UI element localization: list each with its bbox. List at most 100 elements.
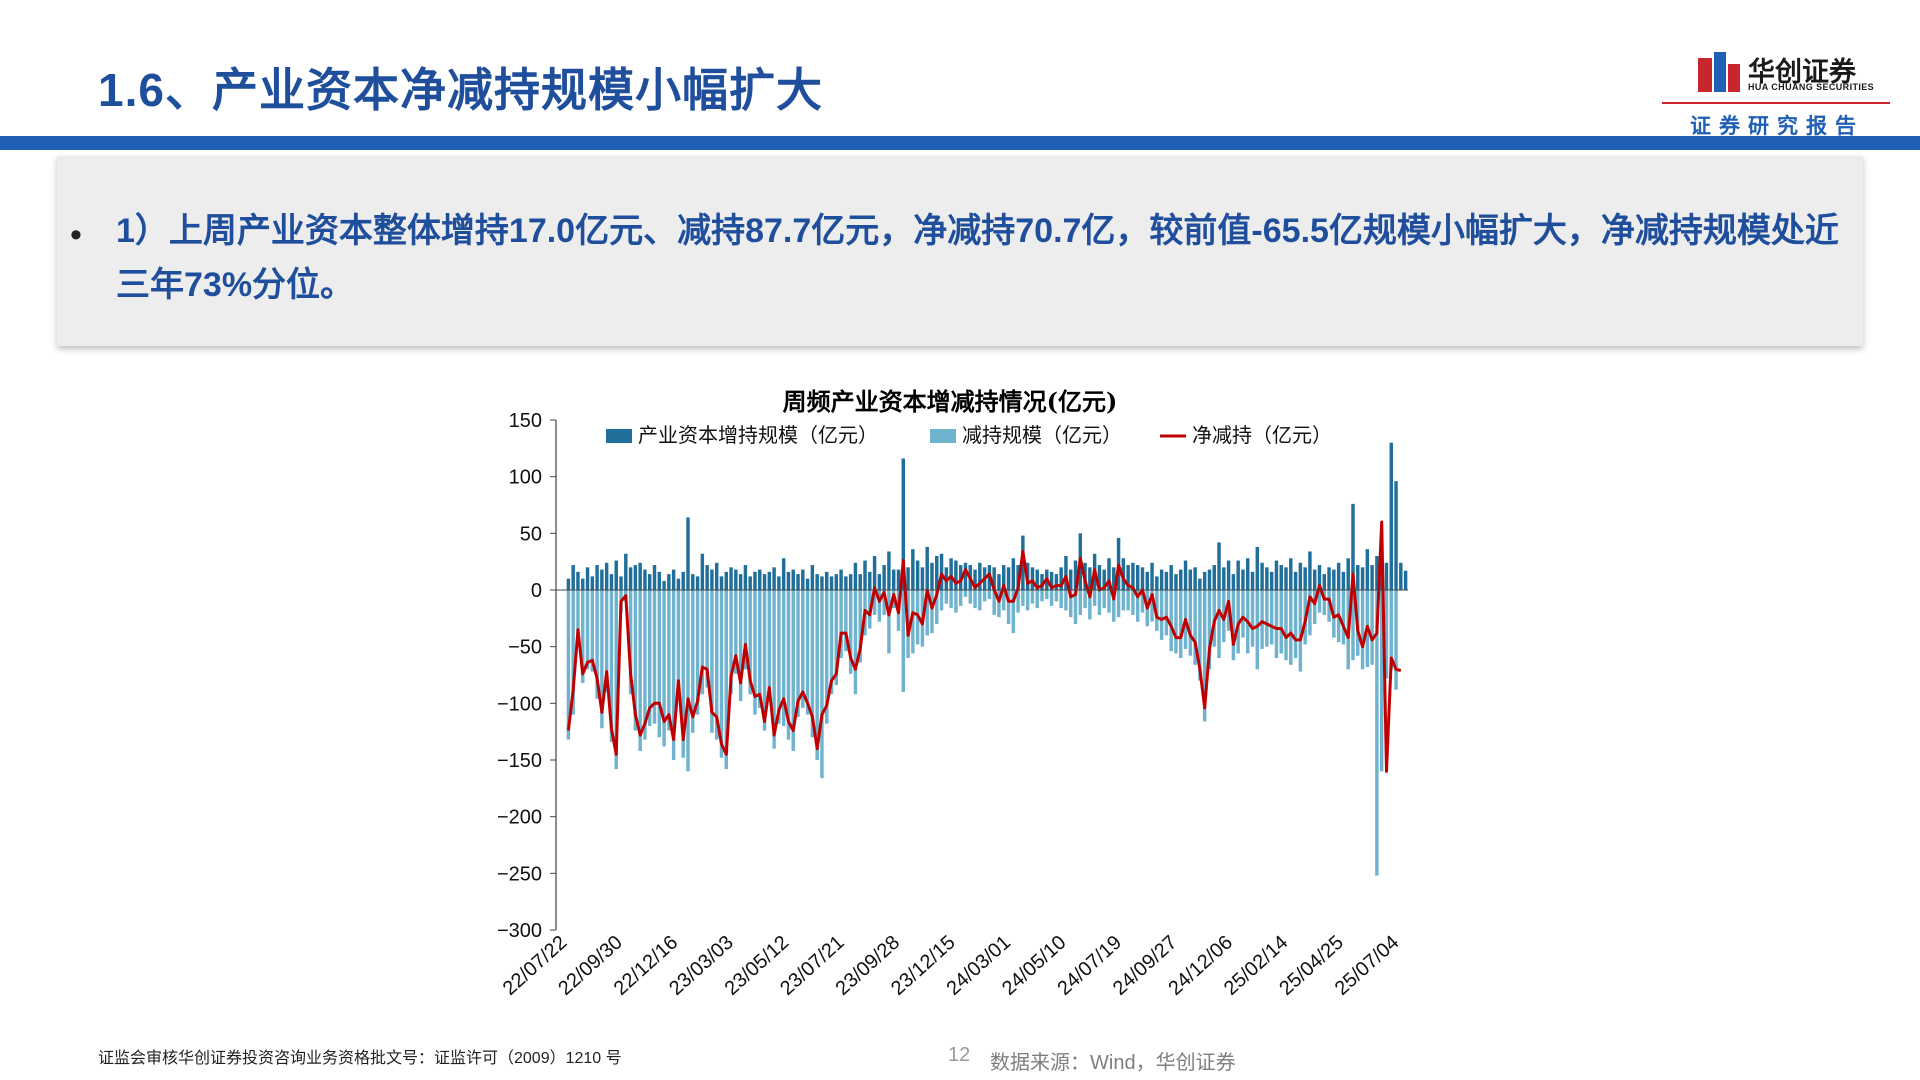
- increase-bar: [571, 565, 575, 590]
- decrease-bar: [844, 590, 848, 652]
- decrease-bar: [801, 590, 805, 708]
- decrease-bar: [954, 590, 958, 613]
- increase-bar: [758, 569, 762, 590]
- increase-bar: [729, 567, 733, 590]
- decrease-bar: [1006, 590, 1011, 624]
- decrease-bar: [1121, 590, 1126, 611]
- y-tick-label: 0: [531, 580, 542, 602]
- decrease-bar: [1083, 590, 1087, 609]
- increase-bar: [1011, 558, 1016, 590]
- increase-bar: [1384, 562, 1389, 590]
- data-source: 数据来源：Wind，华创证券: [990, 1052, 1236, 1074]
- increase-bar: [796, 574, 800, 590]
- decrease-bar: [1293, 590, 1298, 658]
- decrease-bar: [1112, 590, 1116, 622]
- decrease-bar: [1289, 590, 1293, 665]
- decrease-bar: [1241, 590, 1245, 638]
- decrease-bar: [657, 590, 662, 738]
- decrease-bar: [1078, 590, 1083, 615]
- increase-bar: [1341, 571, 1346, 590]
- decrease-bar: [1097, 590, 1102, 615]
- decrease-bar: [1207, 590, 1212, 670]
- increase-bar: [1336, 562, 1341, 590]
- increase-bar: [891, 569, 896, 590]
- increase-bar: [1193, 567, 1197, 590]
- decrease-bar: [815, 590, 819, 760]
- decrease-bar: [825, 590, 829, 724]
- increase-bar: [1169, 565, 1173, 590]
- decrease-bar: [719, 590, 724, 758]
- increase-bar: [1399, 562, 1403, 590]
- decrease-bar: [695, 590, 700, 715]
- increase-bar: [1289, 558, 1293, 590]
- chart-title: 周频产业资本增减持情况(亿元): [783, 387, 1118, 416]
- chart-svg: 周频产业资本增减持情况(亿元) 150 100 50 0 −50 −100 −150 −200…: [497, 387, 1408, 1000]
- increase-bar: [724, 571, 728, 590]
- increase-bar: [1164, 571, 1169, 590]
- decrease-bar: [566, 590, 571, 740]
- increase-bar: [781, 558, 786, 590]
- increase-bar: [1269, 571, 1274, 590]
- decrease-bar: [647, 590, 652, 726]
- decrease-bar: [992, 590, 996, 615]
- increase-bar: [777, 576, 781, 590]
- y-tick-label: −150: [497, 750, 542, 772]
- decrease-bar: [877, 590, 882, 622]
- increase-bar: [1351, 503, 1355, 590]
- increase-bar: [949, 558, 953, 590]
- decrease-bar: [1231, 590, 1236, 661]
- decrease-bar: [767, 590, 772, 702]
- decrease-bar: [1049, 590, 1054, 606]
- decrease-bar: [853, 590, 858, 695]
- increase-bar: [1293, 571, 1298, 590]
- increase-bar: [667, 574, 671, 590]
- y-tick-label: 150: [509, 410, 542, 432]
- decrease-bar: [1054, 590, 1059, 602]
- decrease-bar: [882, 590, 886, 615]
- license-note: 证监会审核华创证券投资咨询业务资格批文号：证监许可（2009）1210 号: [98, 1050, 622, 1067]
- decrease-bar: [1298, 590, 1303, 672]
- decrease-bar: [1025, 590, 1030, 611]
- increase-bar: [1356, 565, 1360, 590]
- decrease-bar: [982, 590, 987, 602]
- decrease-bar: [1102, 590, 1106, 609]
- decrease-bar: [1370, 590, 1374, 665]
- increase-bar: [681, 571, 685, 590]
- decrease-bar: [738, 590, 743, 702]
- increase-bar: [1198, 578, 1202, 590]
- decrease-bar: [590, 590, 595, 672]
- legend-label: 产业资本增持规模（亿元）: [638, 423, 878, 447]
- increase-bar: [939, 553, 944, 590]
- increase-bar: [748, 576, 752, 590]
- increase-bar: [805, 578, 810, 590]
- decrease-bar: [571, 590, 575, 715]
- decrease-bar: [1059, 590, 1063, 609]
- decrease-bar: [1389, 590, 1393, 670]
- y-tick-label: 100: [509, 467, 542, 489]
- increase-bar: [877, 574, 882, 590]
- increase-bar: [1375, 556, 1379, 590]
- increase-bar: [1064, 556, 1068, 590]
- decrease-bar: [1035, 590, 1039, 609]
- axes: [555, 420, 1408, 930]
- increase-bar: [1145, 571, 1149, 590]
- y-tick-label: −300: [497, 920, 542, 942]
- decrease-bar: [643, 590, 647, 740]
- increase-bar: [767, 571, 772, 590]
- increase-bar: [1188, 569, 1193, 590]
- decrease-bar: [714, 590, 719, 740]
- increase-bar: [1394, 481, 1398, 590]
- increase-bar: [911, 549, 915, 590]
- page-number: 12: [948, 1044, 971, 1066]
- increase-bar: [1131, 562, 1135, 590]
- y-tick-label: −250: [497, 863, 542, 885]
- increase-bar: [844, 576, 848, 590]
- increase-bar: [619, 576, 623, 590]
- decrease-bar: [1068, 590, 1073, 618]
- increase-bar: [834, 574, 839, 590]
- decrease-bar: [734, 590, 738, 674]
- decrease-bar: [1198, 590, 1202, 681]
- decrease-bar: [872, 590, 877, 615]
- bullet-dot: •: [70, 216, 82, 254]
- decrease-bar: [1045, 590, 1049, 600]
